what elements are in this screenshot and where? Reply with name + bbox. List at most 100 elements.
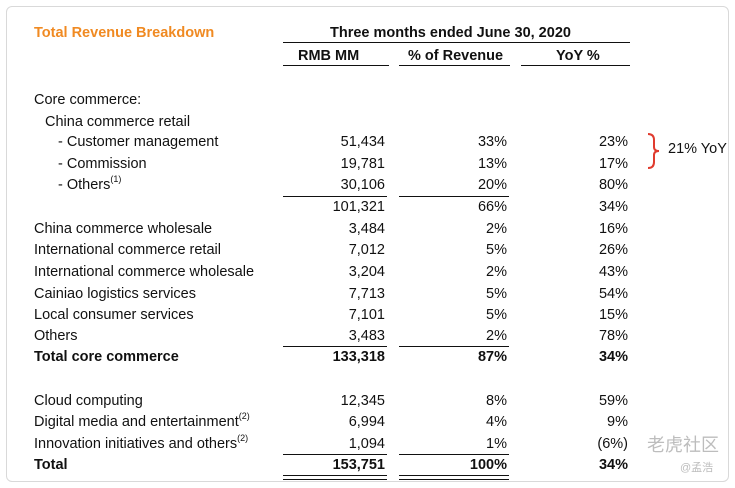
row-label: Others [34, 327, 78, 345]
yoy-value: 43% [598, 264, 628, 280]
pct-revenue-value: 66% [477, 199, 507, 215]
rmb-value: 30,106 [340, 177, 385, 193]
document-frame [6, 6, 729, 482]
column-header-underline-yoy [521, 65, 630, 66]
row-label: China commerce wholesale [34, 220, 212, 238]
row-label-text: - Others [58, 177, 111, 193]
row-label-text: Total core commerce [34, 349, 179, 365]
pct-revenue-value: 5% [486, 242, 507, 258]
rmb-value: 1,094 [348, 436, 385, 452]
total-double-rule-rmb [283, 475, 387, 480]
subtotal-rule-rmb [283, 196, 387, 197]
row-label-text: Innovation initiatives and others [34, 436, 238, 452]
pct-revenue-value: 1% [486, 436, 507, 452]
yoy-value: 34% [598, 349, 628, 365]
row-label-text: Total [34, 457, 68, 473]
column-header-rmb: RMB MM [298, 48, 360, 64]
watermark-logo: 老虎社区 [647, 435, 719, 455]
row-label: - Customer management [58, 133, 218, 151]
row-label-text: Cloud computing [34, 393, 143, 409]
yoy-value: 34% [598, 199, 628, 215]
total-double-rule-pct [399, 475, 509, 480]
yoy-value: 54% [598, 286, 628, 302]
rmb-value: 3,484 [348, 221, 385, 237]
rmb-value: 153,751 [332, 457, 385, 473]
row-label: Total core commerce [34, 348, 179, 366]
yoy-value: (6%) [597, 436, 628, 452]
footnote-marker: (2) [238, 411, 250, 422]
rmb-value: 12,345 [340, 393, 385, 409]
row-label-text: Digital media and entertainment [34, 414, 239, 430]
subtotal-rule-pct [399, 196, 509, 197]
total-rule-pct [399, 454, 509, 455]
footnote-marker: (2) [237, 433, 249, 444]
pct-revenue-value: 4% [486, 414, 507, 430]
yoy-value: 78% [598, 328, 628, 344]
row-label: International commerce wholesale [34, 263, 254, 281]
pct-revenue-value: 100% [469, 457, 507, 473]
row-label: Total [34, 456, 68, 474]
pct-revenue-value: 8% [486, 393, 507, 409]
rmb-value: 7,713 [348, 286, 385, 302]
row-label-text: International commerce retail [34, 242, 221, 258]
row-label-text: Local consumer services [34, 307, 194, 323]
pct-revenue-value: 2% [486, 264, 507, 280]
period-header: Three months ended June 30, 2020 [330, 25, 571, 41]
total-rule-rmb [283, 454, 387, 455]
pct-revenue-value: 5% [486, 307, 507, 323]
rmb-value: 7,012 [348, 242, 385, 258]
row-label-text: Cainiao logistics services [34, 286, 196, 302]
table-title: Total Revenue Breakdown [34, 25, 215, 41]
column-header-underline-pct [399, 65, 510, 66]
row-label-text: Others [34, 328, 78, 344]
yoy-value: 23% [598, 134, 628, 150]
pct-revenue-value: 2% [486, 328, 507, 344]
pct-revenue-value: 20% [477, 177, 507, 193]
rmb-value: 101,321 [332, 199, 385, 215]
period-header-underline [283, 42, 630, 43]
row-label: Digital media and entertainment(2) [34, 411, 250, 431]
rmb-value: 51,434 [340, 134, 385, 150]
rmb-value: 3,204 [348, 264, 385, 280]
pct-revenue-value: 87% [477, 349, 507, 365]
rmb-value: 133,318 [332, 349, 385, 365]
row-label: Local consumer services [34, 306, 194, 324]
row-label-text: International commerce wholesale [34, 264, 255, 280]
row-label-text: - Commission [58, 156, 147, 172]
row-label: International commerce retail [34, 241, 221, 259]
row-label-text: China commerce wholesale [34, 221, 213, 237]
row-label: Cainiao logistics services [34, 285, 196, 303]
row-label: - Commission [58, 155, 147, 173]
row-label: China commerce retail [45, 113, 190, 131]
yoy-value: 16% [598, 221, 628, 237]
pct-revenue-value: 13% [477, 156, 507, 172]
yoy-annotation: 21% YoY [668, 141, 727, 157]
yoy-value: 15% [598, 307, 628, 323]
pct-revenue-value: 33% [477, 134, 507, 150]
rmb-value: 6,994 [348, 414, 385, 430]
yoy-value: 34% [598, 457, 628, 473]
rmb-value: 19,781 [340, 156, 385, 172]
rmb-value: 7,101 [348, 307, 385, 323]
yoy-value: 80% [598, 177, 628, 193]
pct-revenue-value: 5% [486, 286, 507, 302]
yoy-value: 59% [598, 393, 628, 409]
column-header-underline-rmb [283, 65, 389, 66]
row-label: Cloud computing [34, 392, 143, 410]
row-label: Core commerce: [34, 91, 141, 109]
yoy-value: 26% [598, 242, 628, 258]
row-label-text: - Customer management [58, 134, 219, 150]
core-total-rule-pct [399, 346, 509, 347]
core-total-rule-rmb [283, 346, 387, 347]
column-header-yoy: YoY % [556, 48, 600, 64]
row-label: Innovation initiatives and others(2) [34, 433, 249, 453]
column-header-pct-revenue: % of Revenue [408, 48, 504, 64]
yoy-value: 17% [598, 156, 628, 172]
yoy-value: 9% [607, 414, 628, 430]
watermark-handle: @孟浩 [680, 462, 714, 474]
row-label-text: China commerce retail [45, 114, 191, 130]
row-label: - Others(1) [58, 175, 121, 194]
pct-revenue-value: 2% [486, 221, 507, 237]
rmb-value: 3,483 [348, 328, 385, 344]
row-label-text: Core commerce: [34, 92, 142, 108]
